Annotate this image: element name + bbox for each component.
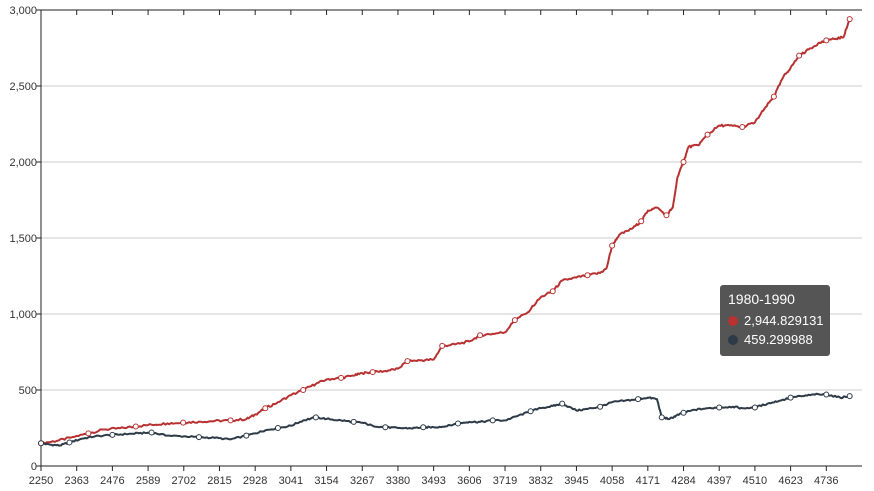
series-2-marker [527, 408, 534, 415]
series-1-marker [338, 374, 345, 381]
x-tick-label: 3606 [457, 475, 481, 487]
x-tick-label: 3380 [386, 475, 410, 487]
y-tick-label: 1,500 [9, 233, 37, 245]
series-1-marker [439, 342, 446, 349]
x-tick-label: 4623 [778, 475, 802, 487]
series-2-marker [635, 396, 642, 403]
x-tick-label: 4510 [743, 475, 767, 487]
axes [36, 9, 862, 471]
series-1-marker [180, 419, 187, 426]
x-tick-label: 3945 [564, 475, 588, 487]
series-2-marker [243, 432, 250, 439]
x-tick-label: 2476 [100, 475, 124, 487]
series-1-marker [584, 272, 591, 279]
series-2-marker [312, 414, 319, 421]
x-tick-label: 3493 [421, 475, 445, 487]
y-axis-tick-labels: 0 500 1,000 1,500 2,000 2,500 3,000 [9, 5, 37, 473]
series-2-marker [148, 429, 155, 436]
series-line-1 [40, 18, 851, 445]
x-tick-label: 3154 [314, 475, 338, 487]
y-tick-label: 2,500 [9, 81, 37, 93]
series-2-marker [350, 418, 357, 425]
tooltip-row-series-2: 459.299988 [728, 330, 822, 349]
series-2-marker [597, 403, 604, 410]
series-2-marker [658, 414, 665, 421]
series-1-marker [227, 417, 234, 424]
series-2-marker [751, 404, 758, 411]
series-lines [40, 18, 851, 447]
y-tick-label: 0 [31, 461, 37, 473]
series-2-marker [846, 393, 853, 400]
series-2-marker [38, 440, 44, 447]
series-1-marker [369, 369, 376, 376]
series-1-marker [549, 288, 556, 295]
series-1-marker [609, 242, 616, 249]
x-tick-label: 3267 [350, 475, 374, 487]
series-2-marker [680, 409, 687, 416]
x-tick-label: 2928 [243, 475, 267, 487]
y-tick-label: 500 [19, 385, 37, 397]
series-1-marker [477, 332, 484, 339]
x-tick-label: 2702 [172, 475, 196, 487]
x-tick-label: 4397 [707, 475, 731, 487]
series-1-marker [770, 93, 777, 100]
series-2-marker [787, 394, 794, 401]
series-1-marker [300, 387, 307, 393]
series-2-marker [420, 424, 427, 431]
series-line-2 [40, 392, 851, 447]
x-tick-label: 3832 [528, 475, 552, 487]
y-tick-label: 2,000 [9, 157, 37, 169]
series-2-marker [489, 417, 496, 424]
series-1-marker [663, 212, 670, 219]
series-markers [38, 16, 853, 447]
series-2-marker [823, 391, 830, 398]
x-tick-label: 2589 [136, 475, 160, 487]
series-1-marker [796, 52, 803, 59]
x-tick-label: 4284 [671, 475, 695, 487]
series-2-marker [382, 424, 389, 431]
tooltip-title: 1980-1990 [728, 291, 795, 307]
series-1-marker [704, 131, 711, 138]
series-2-marker [716, 404, 723, 411]
series-1-marker [404, 358, 411, 365]
x-tick-label: 2815 [207, 475, 231, 487]
y-tick-label: 1,000 [9, 309, 37, 321]
series-1-marker [846, 16, 853, 23]
series-2-marker [66, 439, 73, 446]
tooltip-row-series-1: 2,944.829131 [728, 311, 824, 330]
series-2-marker [109, 431, 116, 438]
series-1-marker [511, 317, 518, 324]
series-2-marker [559, 400, 566, 407]
x-tick-label: 3719 [493, 475, 517, 487]
series-2-marker [454, 420, 461, 427]
x-tick-label: 4736 [814, 475, 838, 487]
series-1-marker [680, 159, 687, 165]
x-tick-label: 4058 [600, 475, 624, 487]
series-1-marker [85, 430, 92, 437]
x-tick-label: 2363 [64, 475, 88, 487]
x-axis-tick-labels: 2250 2363 2476 2589 2702 2815 2928 3041 3154 3267… [29, 475, 839, 487]
chart-tooltip: 1980-1990 2,944.829131 459.299988 [720, 285, 830, 356]
series-1-color-dot [728, 315, 738, 326]
series-1-marker [262, 405, 269, 412]
tooltip-value-series-2: 459.299988 [744, 332, 813, 347]
series-2-marker [195, 434, 202, 441]
series-1-marker [638, 218, 645, 225]
x-tick-label: 3041 [279, 475, 303, 487]
series-1-marker [132, 423, 139, 430]
tooltip-value-series-1: 2,944.829131 [744, 313, 824, 328]
series-1-marker [823, 37, 830, 44]
series-2-marker [274, 425, 281, 431]
series-1-marker [739, 124, 746, 131]
y-tick-label: 3,000 [9, 5, 37, 17]
x-tick-label: 2250 [29, 475, 53, 487]
series-2-color-dot [728, 334, 738, 345]
x-tick-label: 4171 [636, 475, 660, 487]
